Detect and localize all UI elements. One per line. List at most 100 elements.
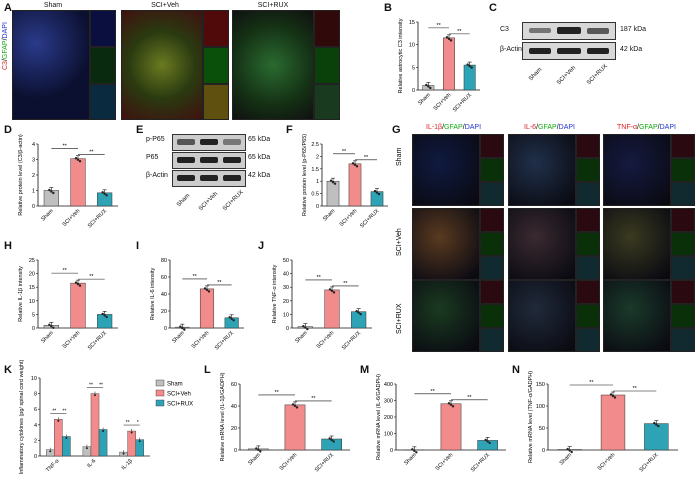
y-axis-label: Relative protein level (C3/β-actin) [18, 134, 24, 216]
y-tick-label: 400 [384, 382, 393, 388]
data-point [570, 451, 572, 453]
micrograph-a-sham [12, 10, 90, 120]
micrograph-a-veh-inset [203, 10, 229, 47]
row-label-rux: SCI+RUX [396, 303, 403, 334]
stain-gfap: GFAP [444, 124, 463, 131]
bar [44, 191, 59, 207]
y-tick-label: 80 [161, 258, 167, 264]
x-tick-label: SCI+Veh [339, 208, 359, 228]
micrograph-g [603, 134, 671, 206]
wb-lane-label: Sham [528, 67, 543, 82]
wb-band-label: C3 [500, 26, 509, 33]
x-tick-label: SCI+RUX [87, 208, 108, 229]
micrograph-a-sham-inset [90, 84, 116, 120]
data-point [448, 38, 450, 40]
y-tick-label: 2.5 [311, 142, 319, 148]
y-tick-label: 0 [412, 88, 415, 94]
data-point [484, 439, 486, 441]
condition-label-rux: SCI+RUX [238, 2, 308, 9]
data-point [376, 191, 378, 193]
data-point [139, 440, 141, 442]
y-tick-label: 60 [161, 275, 167, 281]
bar [71, 283, 86, 328]
data-point [179, 325, 181, 327]
stain-dapi: DAPI [660, 124, 676, 131]
x-tick-label: Sham [247, 452, 262, 467]
legend-swatch [156, 400, 164, 406]
y-axis-label: Relative mRNA level (TNF-α/GADPH) [528, 371, 534, 463]
stain-gfap: GFAP [538, 124, 557, 131]
x-tick-label: SCI+RUX [341, 330, 362, 351]
sig-label: ** [62, 408, 66, 414]
data-point [411, 448, 413, 450]
data-point [294, 405, 296, 407]
data-point [131, 432, 133, 434]
data-point [102, 430, 104, 432]
data-point [359, 313, 361, 315]
x-tick-label: SCI+Veh [597, 452, 617, 472]
y-axis-label: Relative astrocytic C3 intensity [398, 18, 404, 93]
bar [443, 38, 454, 90]
y-tick-label: 20 [231, 426, 237, 432]
data-point [354, 164, 356, 166]
data-point [65, 437, 67, 439]
data-point [427, 85, 429, 87]
data-point [183, 328, 185, 330]
x-tick-label: SCI+Veh [433, 92, 453, 112]
micrograph-a-rux [232, 10, 314, 120]
panel-g-header-il1b: IL-1β/GFAP/DAPI [426, 124, 481, 131]
wb-row [172, 152, 246, 169]
data-point [328, 437, 330, 439]
data-point [488, 442, 490, 444]
x-tick-label: SCI+Veh [191, 330, 211, 350]
y-tick-label: 20 [29, 272, 35, 278]
wb-band-label: β-Actin [146, 172, 168, 179]
data-point [75, 157, 77, 159]
x-tick-label: IL-1β [121, 458, 134, 471]
micrograph-g-inset [480, 208, 504, 232]
y-tick-label: 20 [283, 299, 289, 305]
micrograph-g [508, 208, 576, 280]
micrograph-a-veh [121, 10, 203, 120]
stain-dapi: DAPI [465, 124, 481, 131]
data-point [48, 324, 50, 326]
condition-label-sham: Sham [18, 2, 88, 9]
y-tick-label: 25 [29, 258, 35, 264]
data-point [378, 193, 380, 195]
y-axis-label: Relative IL-6 intensity [150, 267, 156, 320]
data-point [329, 288, 331, 290]
data-point [77, 283, 79, 285]
panel-letter-l: L [204, 364, 211, 376]
data-point [429, 87, 431, 89]
data-point [77, 159, 79, 161]
data-point [330, 439, 332, 441]
bar [327, 181, 339, 206]
micrograph-g-inset [480, 158, 504, 182]
data-point [448, 402, 450, 404]
panel-letter-c: C [489, 2, 497, 14]
x-tick-label: SCI+Veh [435, 452, 455, 472]
micrograph-g-inset [576, 182, 600, 206]
y-tick-label: 0 [316, 204, 319, 210]
x-tick-label: Sham [171, 330, 186, 345]
data-point [105, 194, 107, 196]
sig-label: ** [126, 420, 130, 426]
micrograph-g-inset [671, 280, 695, 304]
bar [349, 164, 361, 206]
micrograph-g-inset [576, 304, 600, 328]
wb-lane-label: Sham [176, 193, 191, 208]
micrograph-g [603, 208, 671, 280]
x-tick-label: Sham [559, 452, 574, 467]
data-point [450, 39, 452, 41]
data-point [101, 191, 103, 193]
wb-lane-label: SCI+RUX [586, 63, 609, 86]
micrograph-g-inset [671, 208, 695, 232]
bar [644, 424, 668, 450]
